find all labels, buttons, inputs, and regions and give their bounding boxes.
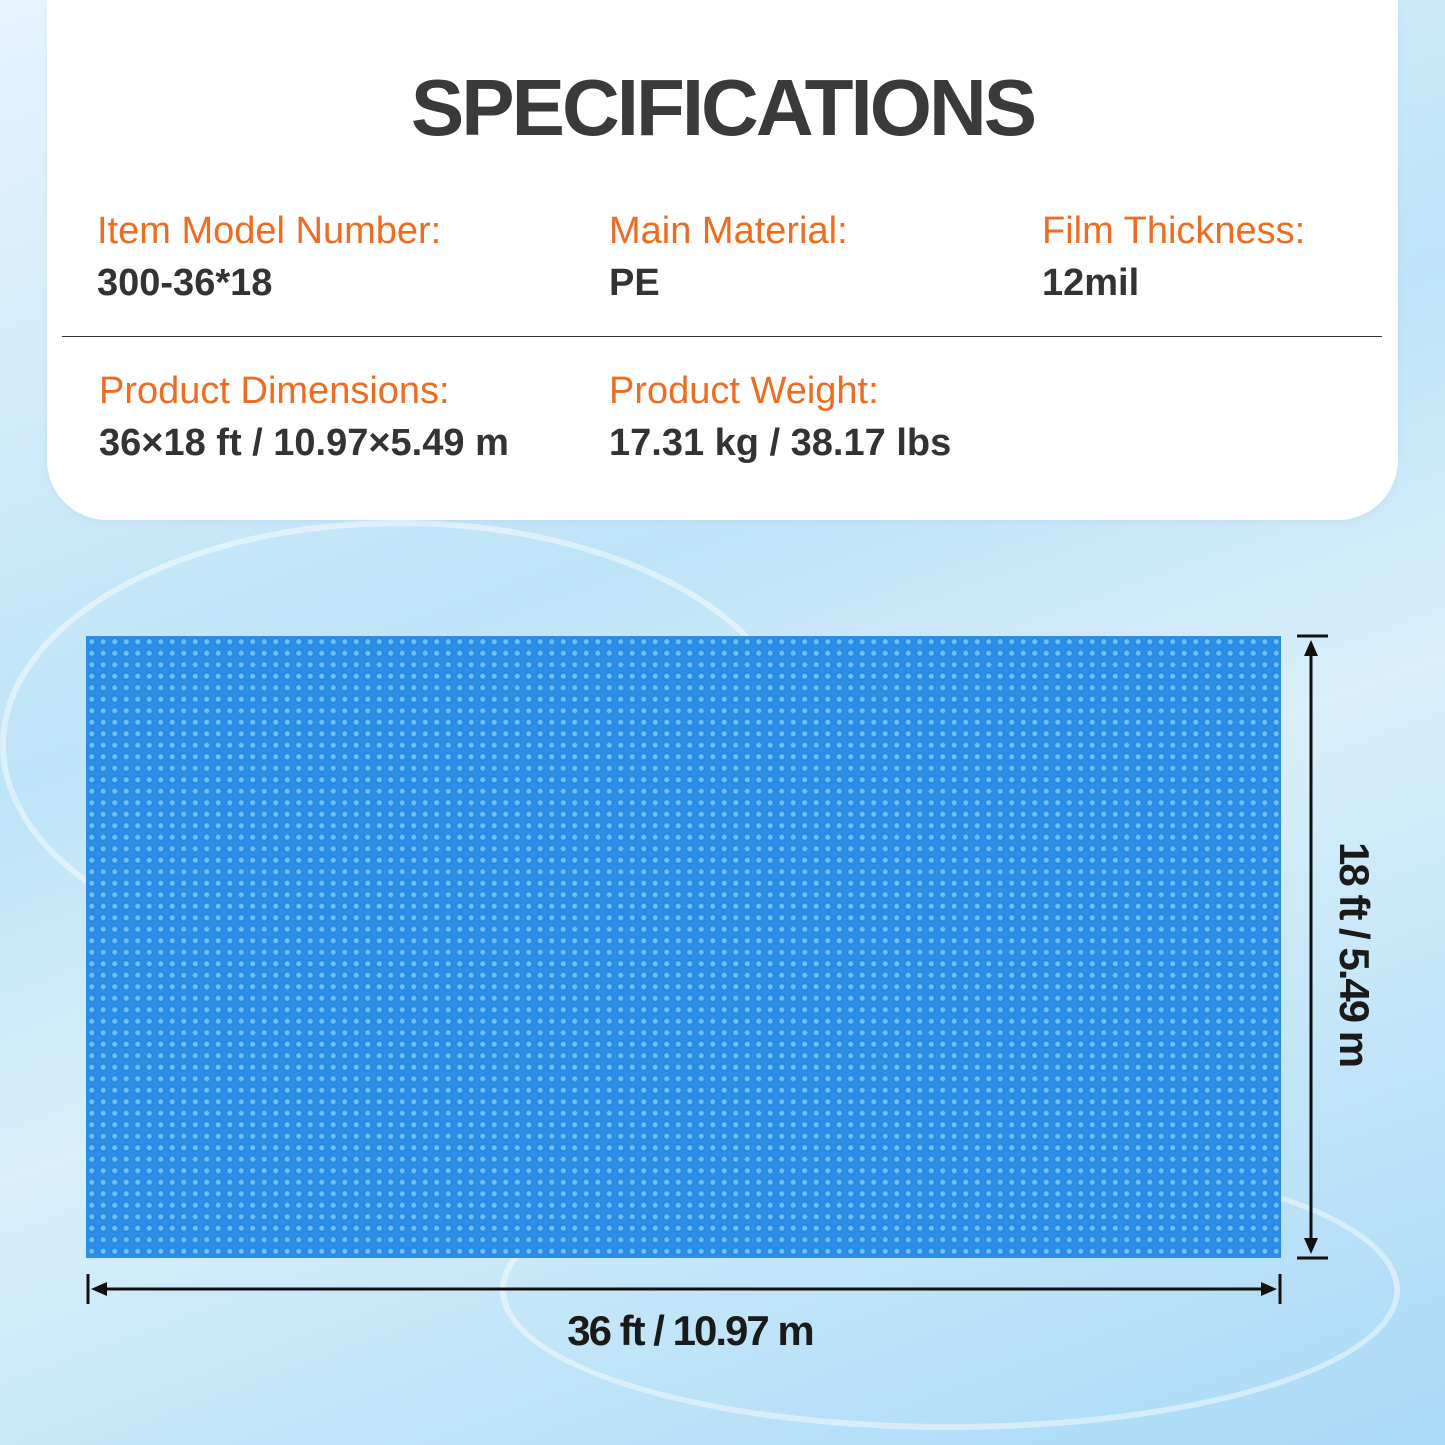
solar-cover-image [86,636,1281,1258]
width-label: 36 ft / 10.97 m [567,1307,814,1354]
spec-label-material: Main Material: [609,210,848,252]
spec-label-weight: Product Weight: [609,370,879,412]
spec-value-dimensions: 36×18 ft / 10.97×5.49 m [99,422,509,464]
height-label: 18 ft / 5.49 m [1331,842,1378,1067]
spec-label-model: Item Model Number: [97,210,442,252]
spec-value-weight: 17.31 kg / 38.17 lbs [609,422,952,464]
page-title: SPECIFICATIONS [410,63,1037,152]
spec-label-dimensions: Product Dimensions: [99,370,450,412]
spec-value-thickness: 12mil [1042,262,1140,304]
spec-value-material: PE [609,262,660,304]
spec-label-thickness: Film Thickness: [1042,210,1306,252]
specs-card [47,0,1398,520]
spec-value-model: 300-36*18 [97,262,273,304]
divider [62,336,1382,337]
